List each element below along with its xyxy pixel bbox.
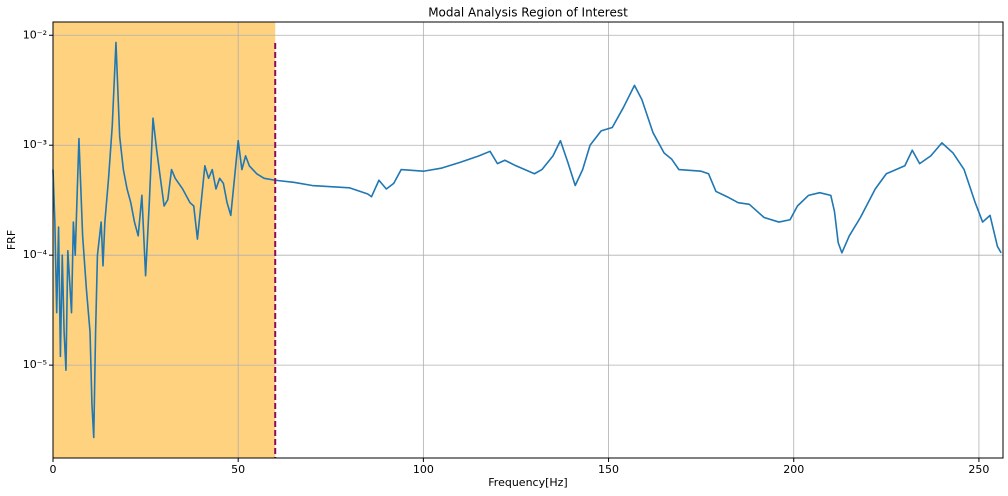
shaded-region xyxy=(53,22,276,458)
y-tick-label: 10⁻² xyxy=(23,28,47,41)
y-axis-label: FRF xyxy=(5,230,18,250)
x-tick-label: 100 xyxy=(413,463,434,476)
y-tick-label: 10⁻³ xyxy=(23,138,47,151)
x-tick-label: 150 xyxy=(598,463,619,476)
chart-title: Modal Analysis Region of Interest xyxy=(428,6,628,20)
x-axis-label: Frequency[Hz] xyxy=(488,476,567,489)
plot-frame xyxy=(52,21,1004,459)
x-tick-label: 250 xyxy=(968,463,989,476)
x-tick-label: 200 xyxy=(783,463,804,476)
y-tick-label: 10⁻⁵ xyxy=(23,358,47,371)
x-tick-label: 50 xyxy=(231,463,245,476)
x-tick-label: 0 xyxy=(50,463,57,476)
line-series xyxy=(52,41,1002,439)
y-tick-label: 10⁻⁴ xyxy=(23,248,48,261)
